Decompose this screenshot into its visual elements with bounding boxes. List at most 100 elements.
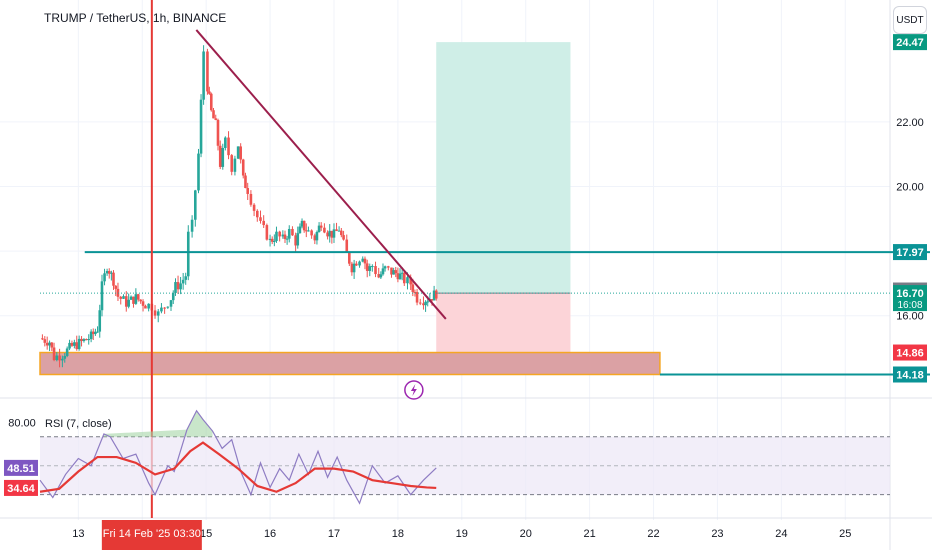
candle-body bbox=[190, 219, 194, 232]
candle-body bbox=[174, 282, 177, 293]
candle-body bbox=[75, 342, 79, 350]
candle-body bbox=[241, 159, 245, 176]
candle-body bbox=[328, 230, 332, 237]
candle-body bbox=[136, 294, 140, 300]
crosshair-time-label: Fri 14 Feb '25 03:30 bbox=[103, 528, 201, 540]
candle-body bbox=[50, 342, 54, 348]
candle-body bbox=[186, 231, 190, 277]
lightning-icon-glyph bbox=[410, 384, 417, 396]
candle-body bbox=[214, 118, 218, 120]
candle-body bbox=[129, 296, 133, 300]
candle-body bbox=[319, 225, 323, 228]
candle-body bbox=[77, 338, 81, 350]
candle-body bbox=[70, 342, 74, 346]
candle-body bbox=[424, 301, 427, 306]
candle-body bbox=[105, 271, 109, 274]
y-tick-label: 22.00 bbox=[896, 117, 924, 129]
candle-body bbox=[418, 302, 422, 304]
candle-body bbox=[208, 91, 211, 94]
y-tick-label: 16.00 bbox=[896, 311, 924, 323]
trendline bbox=[195, 29, 447, 320]
candle-body bbox=[141, 301, 145, 306]
symbol-title: TRUMP / TetherUS, 1h, BINANCE bbox=[44, 11, 227, 25]
candle-body bbox=[230, 155, 234, 172]
candle-body bbox=[358, 261, 361, 266]
candle-body bbox=[342, 235, 345, 240]
price-label: 17.97 bbox=[896, 247, 924, 259]
candle-body bbox=[371, 266, 374, 268]
candle-body bbox=[368, 266, 372, 271]
candle-body bbox=[326, 232, 329, 237]
candle-body bbox=[294, 235, 297, 246]
candle-body bbox=[402, 272, 406, 284]
candle-body bbox=[307, 230, 310, 232]
candle-body bbox=[41, 338, 44, 340]
candle-body bbox=[227, 137, 230, 156]
candle-body bbox=[103, 273, 106, 282]
candle-body bbox=[85, 339, 88, 341]
x-tick-label: 21 bbox=[583, 528, 595, 540]
candle-body bbox=[153, 310, 157, 316]
candle-body bbox=[122, 296, 125, 299]
candle-body bbox=[147, 303, 150, 309]
candle-body bbox=[302, 220, 306, 231]
candle-body bbox=[406, 277, 409, 284]
candle-body bbox=[212, 110, 215, 119]
candle-body bbox=[89, 331, 93, 340]
candle-body bbox=[379, 274, 383, 278]
candle-body bbox=[259, 217, 262, 221]
candle-body bbox=[87, 339, 91, 341]
candle-body bbox=[166, 306, 170, 308]
candle-body bbox=[144, 305, 147, 309]
drawing-lines bbox=[40, 0, 930, 518]
candle-body bbox=[268, 238, 272, 240]
candle-body bbox=[132, 296, 135, 304]
candle-body bbox=[270, 238, 274, 242]
candle-body bbox=[252, 204, 256, 211]
candle-body bbox=[52, 347, 56, 361]
candle-body bbox=[381, 268, 385, 275]
candle-body bbox=[278, 231, 281, 237]
candle-body bbox=[300, 220, 304, 227]
x-tick-label: 18 bbox=[392, 528, 404, 540]
candle-body bbox=[94, 331, 97, 335]
candle-body bbox=[262, 220, 265, 226]
candle-body bbox=[390, 267, 393, 275]
candle-body bbox=[400, 272, 404, 274]
candle-body bbox=[422, 303, 425, 306]
candle-body bbox=[216, 119, 220, 146]
candle-body bbox=[348, 252, 351, 264]
candle-body bbox=[310, 230, 313, 236]
y-tick-label: 20.00 bbox=[896, 182, 924, 194]
candle-body bbox=[413, 291, 417, 293]
candle-body bbox=[244, 175, 247, 189]
candle-body bbox=[45, 342, 49, 346]
candle-body bbox=[197, 153, 200, 191]
candle-body bbox=[194, 190, 197, 220]
rsi-value-label: 34.64 bbox=[7, 483, 35, 495]
currency-button[interactable]: USDT bbox=[893, 6, 927, 34]
price-labels: 24.4717.9716.7816.7016:0814.8614.1848.51… bbox=[4, 34, 927, 496]
candle-body bbox=[249, 193, 253, 205]
x-tick-label: 24 bbox=[775, 528, 787, 540]
candle-body bbox=[283, 234, 287, 239]
price-label-box bbox=[893, 285, 927, 312]
rsi-pane bbox=[39, 409, 890, 505]
candle-body bbox=[377, 274, 381, 278]
candle-body bbox=[291, 228, 294, 236]
candle-body bbox=[340, 230, 343, 236]
candle-body bbox=[221, 147, 225, 167]
candle-body bbox=[330, 230, 334, 238]
x-tick-label: 25 bbox=[839, 528, 851, 540]
price-countdown: 16:08 bbox=[897, 300, 922, 311]
candle-body bbox=[65, 348, 69, 356]
candle-body bbox=[116, 288, 120, 297]
candle-body bbox=[114, 285, 118, 289]
candle-body bbox=[184, 276, 188, 280]
price-label-box bbox=[893, 34, 927, 51]
support-zone bbox=[39, 351, 661, 376]
candle-body bbox=[63, 355, 67, 359]
candle-body bbox=[163, 307, 166, 309]
candle-body bbox=[374, 266, 377, 275]
